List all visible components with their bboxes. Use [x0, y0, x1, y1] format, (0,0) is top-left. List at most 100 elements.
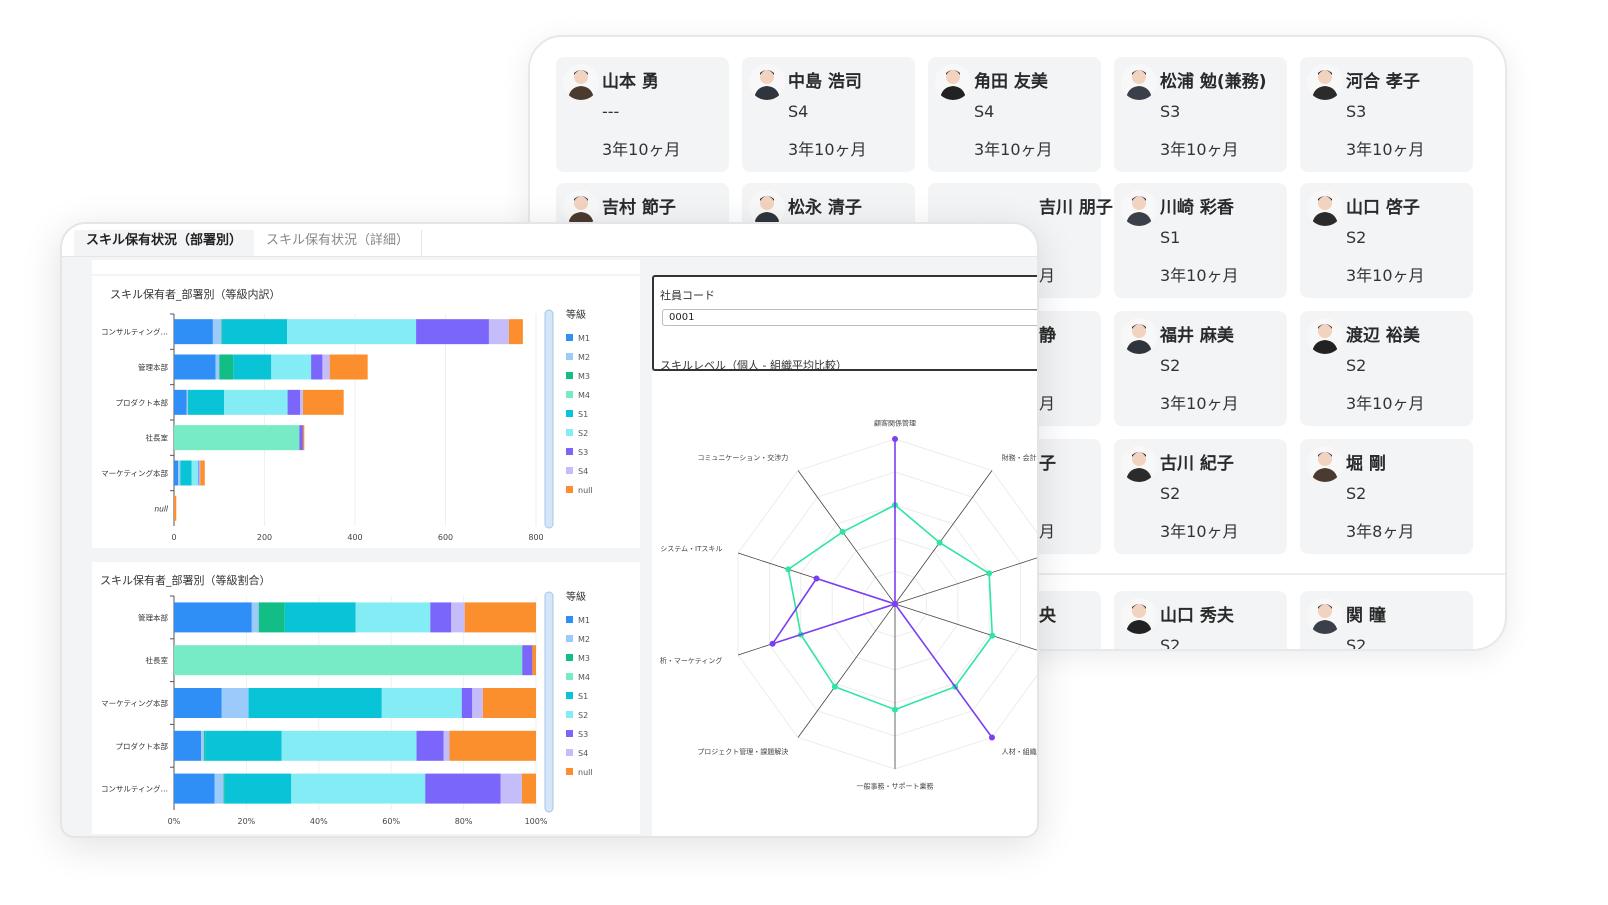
legend-item[interactable]: null	[578, 768, 593, 777]
bar-segment-S2[interactable]	[291, 773, 426, 804]
bar-segment-S2[interactable]	[355, 602, 431, 633]
legend-item[interactable]: M1	[578, 616, 590, 625]
bar-segment-S3[interactable]	[416, 730, 444, 761]
legend-scrollbar[interactable]	[544, 309, 554, 529]
employee-card[interactable]: 堀 剛 S2 3年8ヶ月	[1300, 439, 1473, 554]
legend-scrollbar[interactable]	[544, 591, 554, 813]
employee-card[interactable]: 関 瞳 S2	[1300, 591, 1473, 649]
radar-point[interactable]	[892, 601, 898, 607]
legend-item[interactable]: M3	[578, 372, 590, 381]
legend-item[interactable]: S3	[578, 448, 588, 457]
bar-segment-M1[interactable]	[174, 389, 187, 415]
bar-segment-M3[interactable]	[223, 773, 225, 804]
bar-segment-M4[interactable]	[174, 645, 523, 676]
tab-skill-detail[interactable]: スキル保有状況（詳細）	[254, 230, 423, 256]
radar-point[interactable]	[892, 436, 898, 442]
legend-item[interactable]: null	[578, 486, 593, 495]
employee-card[interactable]: 河合 孝子 S3 3年10ヶ月	[1300, 57, 1473, 172]
bar-segment-S4[interactable]	[500, 773, 522, 804]
bar-segment-M2[interactable]	[178, 460, 181, 486]
legend-item[interactable]: S4	[578, 467, 588, 476]
bar-segment-M2[interactable]	[215, 354, 220, 380]
bar-segment-S2[interactable]	[271, 354, 312, 380]
legend-item[interactable]: M2	[578, 353, 590, 362]
bar-segment-null[interactable]	[449, 730, 536, 761]
bar-segment-M1[interactable]	[174, 460, 179, 486]
bar-segment-M3[interactable]	[204, 730, 206, 761]
bar-segment-M2[interactable]	[214, 773, 224, 804]
bar-segment-S3[interactable]	[425, 773, 501, 804]
bar-segment-null[interactable]	[532, 645, 536, 676]
bar-segment-S2[interactable]	[224, 389, 288, 415]
bar-segment-S1[interactable]	[222, 319, 288, 345]
bar-segment-null[interactable]	[521, 773, 536, 804]
bar-segment-null[interactable]	[302, 389, 344, 415]
bar-segment-M1[interactable]	[174, 773, 215, 804]
bar-segment-S3[interactable]	[198, 460, 200, 486]
legend-item[interactable]: S1	[578, 692, 588, 701]
bar-segment-S3[interactable]	[299, 425, 303, 451]
bar-segment-M1[interactable]	[174, 319, 213, 345]
legend-item[interactable]: M3	[578, 654, 590, 663]
employee-card[interactable]: 山口 啓子 S2 3年10ヶ月	[1300, 183, 1473, 298]
bar-segment-S1[interactable]	[180, 460, 192, 486]
legend-item[interactable]: S4	[578, 749, 588, 758]
bar-segment-S1[interactable]	[205, 730, 282, 761]
bar-segment-M4[interactable]	[174, 425, 300, 451]
bar-segment-S1[interactable]	[224, 773, 292, 804]
legend-item[interactable]: S2	[578, 429, 588, 438]
bar-segment-null[interactable]	[329, 354, 368, 380]
employee-card[interactable]: 福井 麻美 S2 3年10ヶ月	[1114, 311, 1287, 426]
bar-segment-S3[interactable]	[311, 354, 323, 380]
bar-segment-M2[interactable]	[212, 319, 222, 345]
bar-segment-S3[interactable]	[287, 389, 301, 415]
bar-segment-S4[interactable]	[488, 319, 509, 345]
bar-segment-M1[interactable]	[174, 688, 222, 718]
radar-point[interactable]	[813, 575, 820, 582]
bar-segment-S1[interactable]	[188, 389, 225, 415]
radar-point[interactable]	[988, 734, 995, 741]
employee-card[interactable]: 中島 浩司 S4 3年10ヶ月	[742, 57, 915, 172]
employee-card[interactable]: 渡辺 裕美 S2 3年10ヶ月	[1300, 311, 1473, 426]
bar-segment-S2[interactable]	[191, 460, 199, 486]
bar-segment-M3[interactable]	[258, 602, 285, 633]
bar-segment-S3[interactable]	[416, 319, 489, 345]
legend-item[interactable]: S2	[578, 711, 588, 720]
radar-point[interactable]	[892, 706, 898, 713]
legend-item[interactable]: M1	[578, 334, 590, 343]
bar-segment-null[interactable]	[464, 602, 536, 633]
bar-segment-M2[interactable]	[186, 389, 189, 415]
bar-segment-S1[interactable]	[284, 602, 356, 633]
bar-segment-S4[interactable]	[300, 389, 303, 415]
bar-segment-S1[interactable]	[248, 688, 382, 718]
employee-card[interactable]: 角田 友美 S4 3年10ヶ月	[928, 57, 1101, 172]
bar-segment-S4[interactable]	[443, 730, 450, 761]
bar-segment-M3[interactable]	[219, 354, 234, 380]
radar-point[interactable]	[986, 570, 993, 577]
legend-item[interactable]: M4	[578, 391, 590, 400]
legend-item[interactable]: S3	[578, 730, 588, 739]
bar-segment-M2[interactable]	[251, 602, 259, 633]
bar-segment-S2[interactable]	[281, 730, 417, 761]
radar-point[interactable]	[989, 632, 996, 639]
employee-card[interactable]: 川崎 彩香 S1 3年10ヶ月	[1114, 183, 1287, 298]
bar-segment-null[interactable]	[302, 425, 305, 451]
legend-item[interactable]: M2	[578, 635, 590, 644]
radar-point[interactable]	[785, 566, 792, 573]
bar-segment-null[interactable]	[508, 319, 523, 345]
radar-point[interactable]	[839, 528, 846, 535]
bar-segment-S4[interactable]	[451, 602, 465, 633]
bar-segment-S1[interactable]	[233, 354, 272, 380]
radar-point[interactable]	[831, 683, 838, 690]
bar-segment-null[interactable]	[482, 688, 536, 718]
legend-item[interactable]: M4	[578, 673, 590, 682]
employee-card[interactable]: 古川 紀子 S2 3年10ヶ月	[1114, 439, 1287, 554]
bar-segment-S2[interactable]	[287, 319, 417, 345]
bar-segment-null[interactable]	[174, 495, 177, 521]
bar-segment-S3[interactable]	[522, 645, 533, 676]
bar-segment-S2[interactable]	[381, 688, 462, 718]
employee-code-input[interactable]: 0001	[662, 309, 1037, 326]
radar-point[interactable]	[936, 539, 943, 546]
employee-card[interactable]: 山本 勇 --- 3年10ヶ月	[556, 57, 729, 172]
bar-segment-M1[interactable]	[174, 730, 202, 761]
